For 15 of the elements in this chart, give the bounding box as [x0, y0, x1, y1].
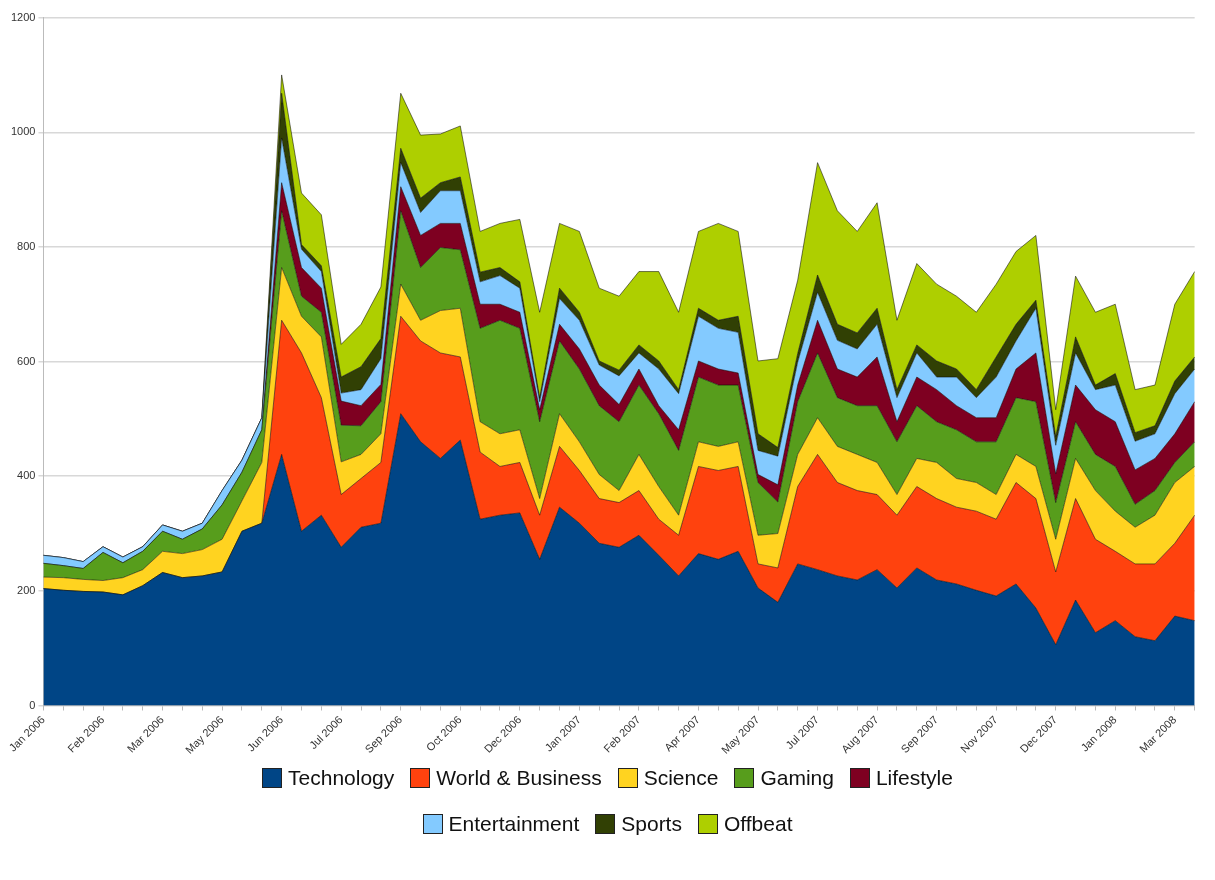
legend-label: Gaming	[760, 766, 834, 790]
legend-label: World & Business	[436, 766, 602, 790]
y-tick-label: 400	[17, 469, 36, 482]
legend-label: Lifestyle	[875, 766, 953, 790]
y-tick-label: 600	[17, 354, 36, 367]
y-tick-label: 1200	[10, 10, 36, 23]
y-tick-label: 800	[17, 239, 36, 252]
y-tick-label: 200	[17, 583, 36, 596]
legend-label: Technology	[288, 766, 395, 790]
y-tick-label: 1000	[10, 125, 36, 138]
legend-label: Entertainment	[448, 812, 580, 836]
legend-label: Science	[643, 766, 719, 790]
legend-label: Sports	[621, 812, 682, 836]
y-tick-label: 0	[29, 698, 36, 711]
legend-label: Offbeat	[723, 812, 793, 836]
